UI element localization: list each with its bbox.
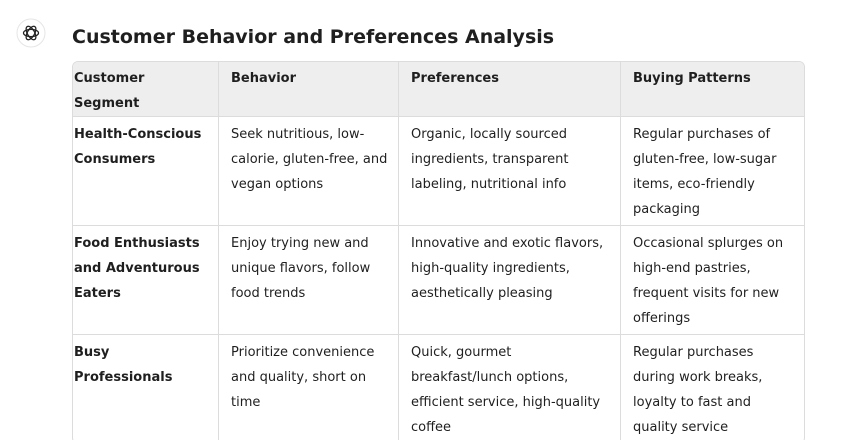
row: Busy Professionals Prioritize convenienc… [73, 334, 804, 440]
cell: Occasional splurges on high-end pastries… [620, 225, 804, 334]
cell: Innovative and exotic flavors, high-qual… [398, 225, 620, 334]
column-header: Behavior [218, 62, 398, 116]
cell: Regular purchases of gluten-free, low-su… [620, 116, 804, 225]
cell: Health-Conscious Consumers [73, 116, 218, 225]
cell: Seek nutritious, low-calorie, gluten-fre… [218, 116, 398, 225]
title: Customer Behavior and Preferences Analys… [72, 26, 555, 48]
cell: Enjoy trying new and unique flavors, fol… [218, 225, 398, 334]
cell: Busy Professionals [73, 334, 218, 440]
column-header: Customer Segment [73, 62, 218, 116]
cell: Quick, gourmet breakfast/lunch options, … [398, 334, 620, 440]
row: Food Enthusiasts and Adventurous Eaters … [73, 225, 804, 334]
cell: Regular purchases during work breaks, lo… [620, 334, 804, 440]
assistant-logo [16, 18, 46, 48]
row: Health-Conscious Consumers Seek nutritio… [73, 116, 804, 225]
cell: Prioritize convenience and quality, shor… [218, 334, 398, 440]
cell: Food Enthusiasts and Adventurous Eaters [73, 225, 218, 334]
cell: Organic, locally sourced ingredients, tr… [398, 116, 620, 225]
header-row: Customer Segment Behavior Preferences Bu… [73, 62, 804, 116]
column-header: Preferences [398, 62, 620, 116]
table: Customer Segment Behavior Preferences Bu… [72, 61, 805, 440]
column-header: Buying Patterns [620, 62, 804, 116]
